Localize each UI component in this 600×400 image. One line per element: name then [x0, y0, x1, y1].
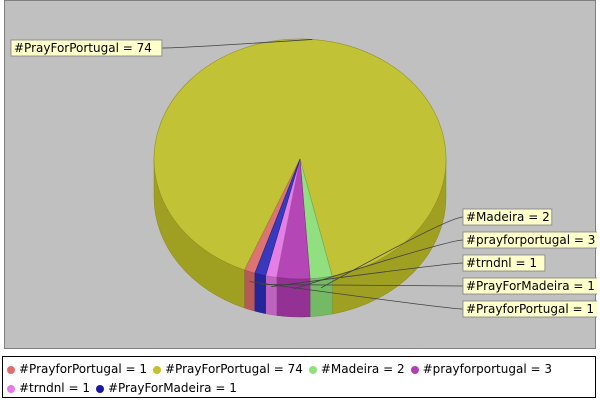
- label-box-2: [462, 231, 597, 249]
- legend-swatch: [95, 385, 104, 393]
- legend-item: #Madeira = 2: [308, 360, 405, 379]
- pie-side-2: [309, 275, 333, 317]
- legend-item: #PrayForPortugal = 74: [153, 360, 303, 379]
- plot-area: #PrayForPortugal = 74 #Madeira = 2 #prayfo…: [4, 0, 597, 349]
- pie-chart: #PrayForPortugal = 74 #Madeira = 2 #prayfo…: [10, 38, 597, 318]
- slice-label-2: #prayforportugal = 3: [466, 233, 595, 247]
- legend-label: #PrayforPortugal = 1: [19, 362, 147, 376]
- pie-side-4: [265, 275, 277, 316]
- legend-swatch: [7, 385, 15, 393]
- legend-label: #trndnl = 1: [19, 381, 90, 395]
- legend-label: #prayforportugal = 3: [422, 362, 552, 376]
- slice-label-1: #Madeira = 2: [466, 210, 550, 224]
- label-box-4: [462, 277, 597, 295]
- legend-label: #PrayForMadeira = 1: [107, 381, 237, 395]
- label-connector-1: [320, 216, 464, 289]
- slice-label-5: #PrayforPortugal = 1: [466, 302, 594, 316]
- legend-item: #prayforportugal = 3: [410, 360, 552, 379]
- legend-swatch: [308, 366, 317, 374]
- slice-label-3: #trndnl = 1: [466, 256, 537, 270]
- pie-top: [153, 38, 447, 280]
- pie-labels: #PrayForPortugal = 74 #Madeira = 2 #prayfo…: [10, 39, 597, 318]
- label-connector-2: [293, 239, 464, 290]
- label-connector-4: [260, 284, 464, 287]
- label-box-0: [10, 39, 163, 57]
- legend: #PrayforPortugal = 1 #PrayForPortugal = 7…: [2, 356, 596, 398]
- slice-label-4: #PrayForMadeira = 1: [466, 279, 595, 293]
- legend-item: #trndnl = 1: [7, 379, 90, 398]
- label-box-5: [462, 300, 597, 318]
- pie-slice-5: [254, 158, 301, 276]
- label-box-1: [462, 208, 553, 226]
- legend-swatch: [153, 366, 161, 374]
- pie-side-5: [254, 272, 266, 314]
- legend-swatch: [410, 366, 419, 374]
- legend-item: #PrayForMadeira = 1: [95, 379, 237, 398]
- legend-swatch: [7, 366, 15, 374]
- legend-label: #PrayForPortugal = 74: [165, 362, 303, 376]
- legend-item: #PrayforPortugal = 1: [7, 360, 147, 379]
- label-box-3: [462, 254, 546, 272]
- pie-side-0: [244, 269, 256, 312]
- legend-label: #Madeira = 2: [320, 362, 405, 376]
- slice-label-0: #PrayForPortugal = 74: [14, 41, 152, 55]
- label-connector-5: [249, 281, 464, 310]
- label-connector-0: [161, 39, 313, 49]
- label-connector-3: [271, 262, 464, 288]
